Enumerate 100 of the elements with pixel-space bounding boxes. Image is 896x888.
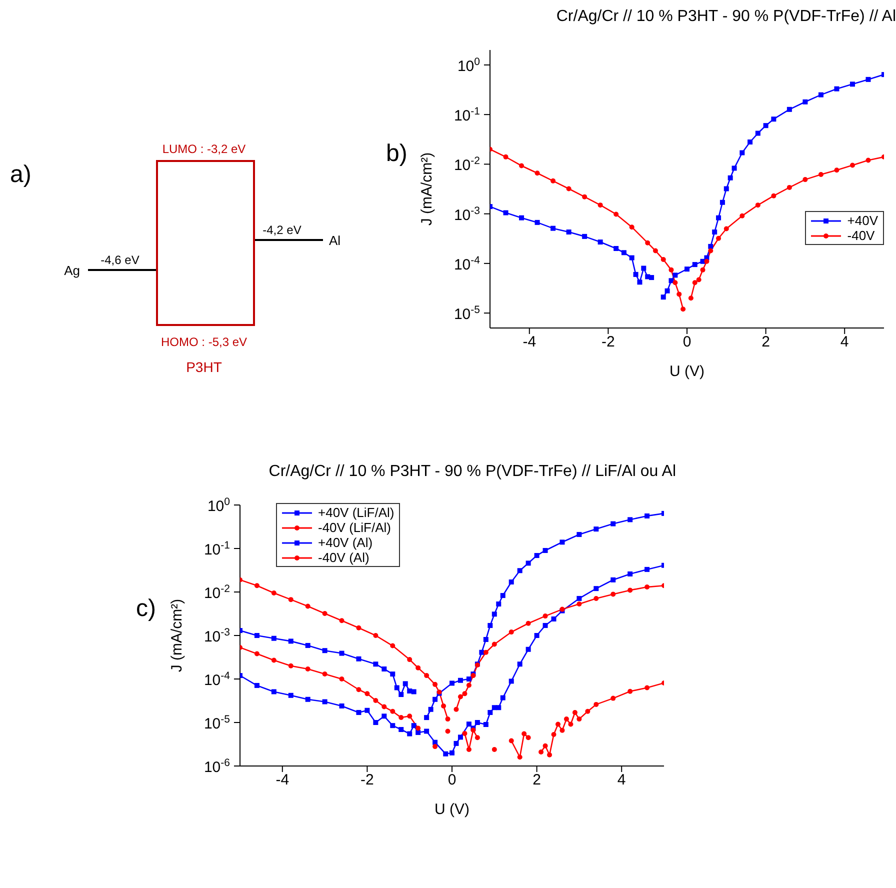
point bbox=[488, 622, 493, 628]
point bbox=[526, 646, 531, 652]
point bbox=[551, 616, 556, 622]
point bbox=[568, 722, 574, 727]
point bbox=[288, 663, 294, 668]
point bbox=[519, 215, 524, 220]
point bbox=[356, 656, 362, 662]
point bbox=[644, 584, 650, 590]
point bbox=[614, 246, 619, 251]
point bbox=[688, 296, 694, 301]
point bbox=[550, 226, 556, 231]
point bbox=[508, 630, 514, 635]
point bbox=[610, 696, 616, 701]
point bbox=[763, 123, 768, 128]
point bbox=[720, 200, 725, 205]
point bbox=[542, 743, 548, 748]
point bbox=[818, 92, 824, 98]
point bbox=[664, 288, 670, 294]
point bbox=[672, 272, 678, 278]
point bbox=[542, 614, 548, 619]
point bbox=[364, 708, 370, 713]
x-tick-label: 2 bbox=[532, 772, 541, 789]
x-tick-label: 2 bbox=[762, 334, 770, 351]
point bbox=[305, 666, 310, 672]
point bbox=[462, 730, 468, 736]
point bbox=[594, 596, 599, 601]
point bbox=[748, 140, 753, 144]
y-tick-label: 10$^{-5}$ bbox=[204, 714, 230, 732]
text: b) bbox=[386, 140, 408, 168]
point bbox=[517, 662, 522, 667]
point bbox=[424, 673, 430, 678]
point bbox=[786, 106, 792, 112]
point bbox=[271, 689, 276, 694]
point bbox=[443, 751, 448, 756]
point bbox=[576, 601, 582, 606]
point bbox=[411, 689, 416, 694]
point bbox=[696, 277, 702, 282]
point bbox=[373, 633, 378, 638]
y-axis-title: J (mA/cm²) bbox=[418, 152, 436, 226]
point bbox=[704, 258, 710, 264]
y-tick-label: 10$^{-1}$ bbox=[204, 540, 230, 558]
point bbox=[594, 586, 599, 592]
y-tick-label: 10$^{-2}$ bbox=[204, 583, 230, 602]
point bbox=[652, 248, 658, 254]
point bbox=[445, 728, 450, 734]
point bbox=[503, 210, 508, 216]
x-axis-title: U (V) bbox=[434, 801, 470, 818]
point bbox=[508, 579, 514, 584]
point bbox=[526, 560, 531, 566]
point bbox=[407, 714, 412, 719]
legend-label: -40V bbox=[847, 228, 875, 243]
point bbox=[428, 706, 434, 712]
point bbox=[466, 746, 472, 752]
point bbox=[402, 681, 408, 686]
point bbox=[466, 682, 472, 688]
point bbox=[771, 193, 776, 198]
point bbox=[407, 657, 412, 662]
point bbox=[416, 665, 421, 670]
y-tick-label: 10$^{0}$ bbox=[207, 496, 230, 515]
point bbox=[850, 82, 855, 87]
point bbox=[641, 266, 646, 271]
point bbox=[382, 704, 387, 710]
y-tick-label: 10$^{-3}$ bbox=[454, 204, 480, 224]
point bbox=[305, 696, 310, 702]
point bbox=[740, 150, 745, 156]
point bbox=[458, 694, 463, 700]
point bbox=[492, 642, 497, 647]
point bbox=[416, 730, 421, 735]
point bbox=[621, 250, 626, 256]
point bbox=[538, 749, 544, 754]
point bbox=[684, 266, 690, 272]
text: Ag bbox=[64, 263, 80, 278]
point bbox=[522, 731, 527, 736]
point bbox=[551, 732, 556, 737]
point bbox=[560, 728, 565, 733]
legend-label: -40V (LiF/Al) bbox=[318, 520, 391, 535]
point bbox=[390, 672, 396, 677]
point bbox=[668, 267, 674, 272]
point bbox=[633, 272, 638, 277]
point bbox=[771, 116, 776, 122]
point bbox=[585, 708, 590, 714]
point bbox=[644, 513, 650, 518]
point bbox=[508, 678, 514, 684]
point bbox=[288, 692, 294, 698]
point bbox=[556, 722, 560, 727]
point bbox=[547, 752, 552, 758]
point bbox=[339, 676, 344, 682]
point bbox=[407, 688, 412, 694]
point bbox=[254, 583, 260, 588]
point bbox=[373, 720, 378, 725]
point bbox=[424, 715, 430, 720]
point bbox=[708, 244, 714, 249]
legend-label: +40V bbox=[847, 213, 878, 228]
x-tick-label: 4 bbox=[617, 772, 626, 789]
y-tick-label: 10$^{-3}$ bbox=[204, 626, 230, 646]
y-tick-label: 10$^{-4}$ bbox=[454, 254, 480, 274]
point bbox=[732, 166, 737, 171]
point bbox=[398, 727, 404, 732]
text: Al bbox=[329, 233, 341, 248]
point bbox=[458, 734, 463, 740]
